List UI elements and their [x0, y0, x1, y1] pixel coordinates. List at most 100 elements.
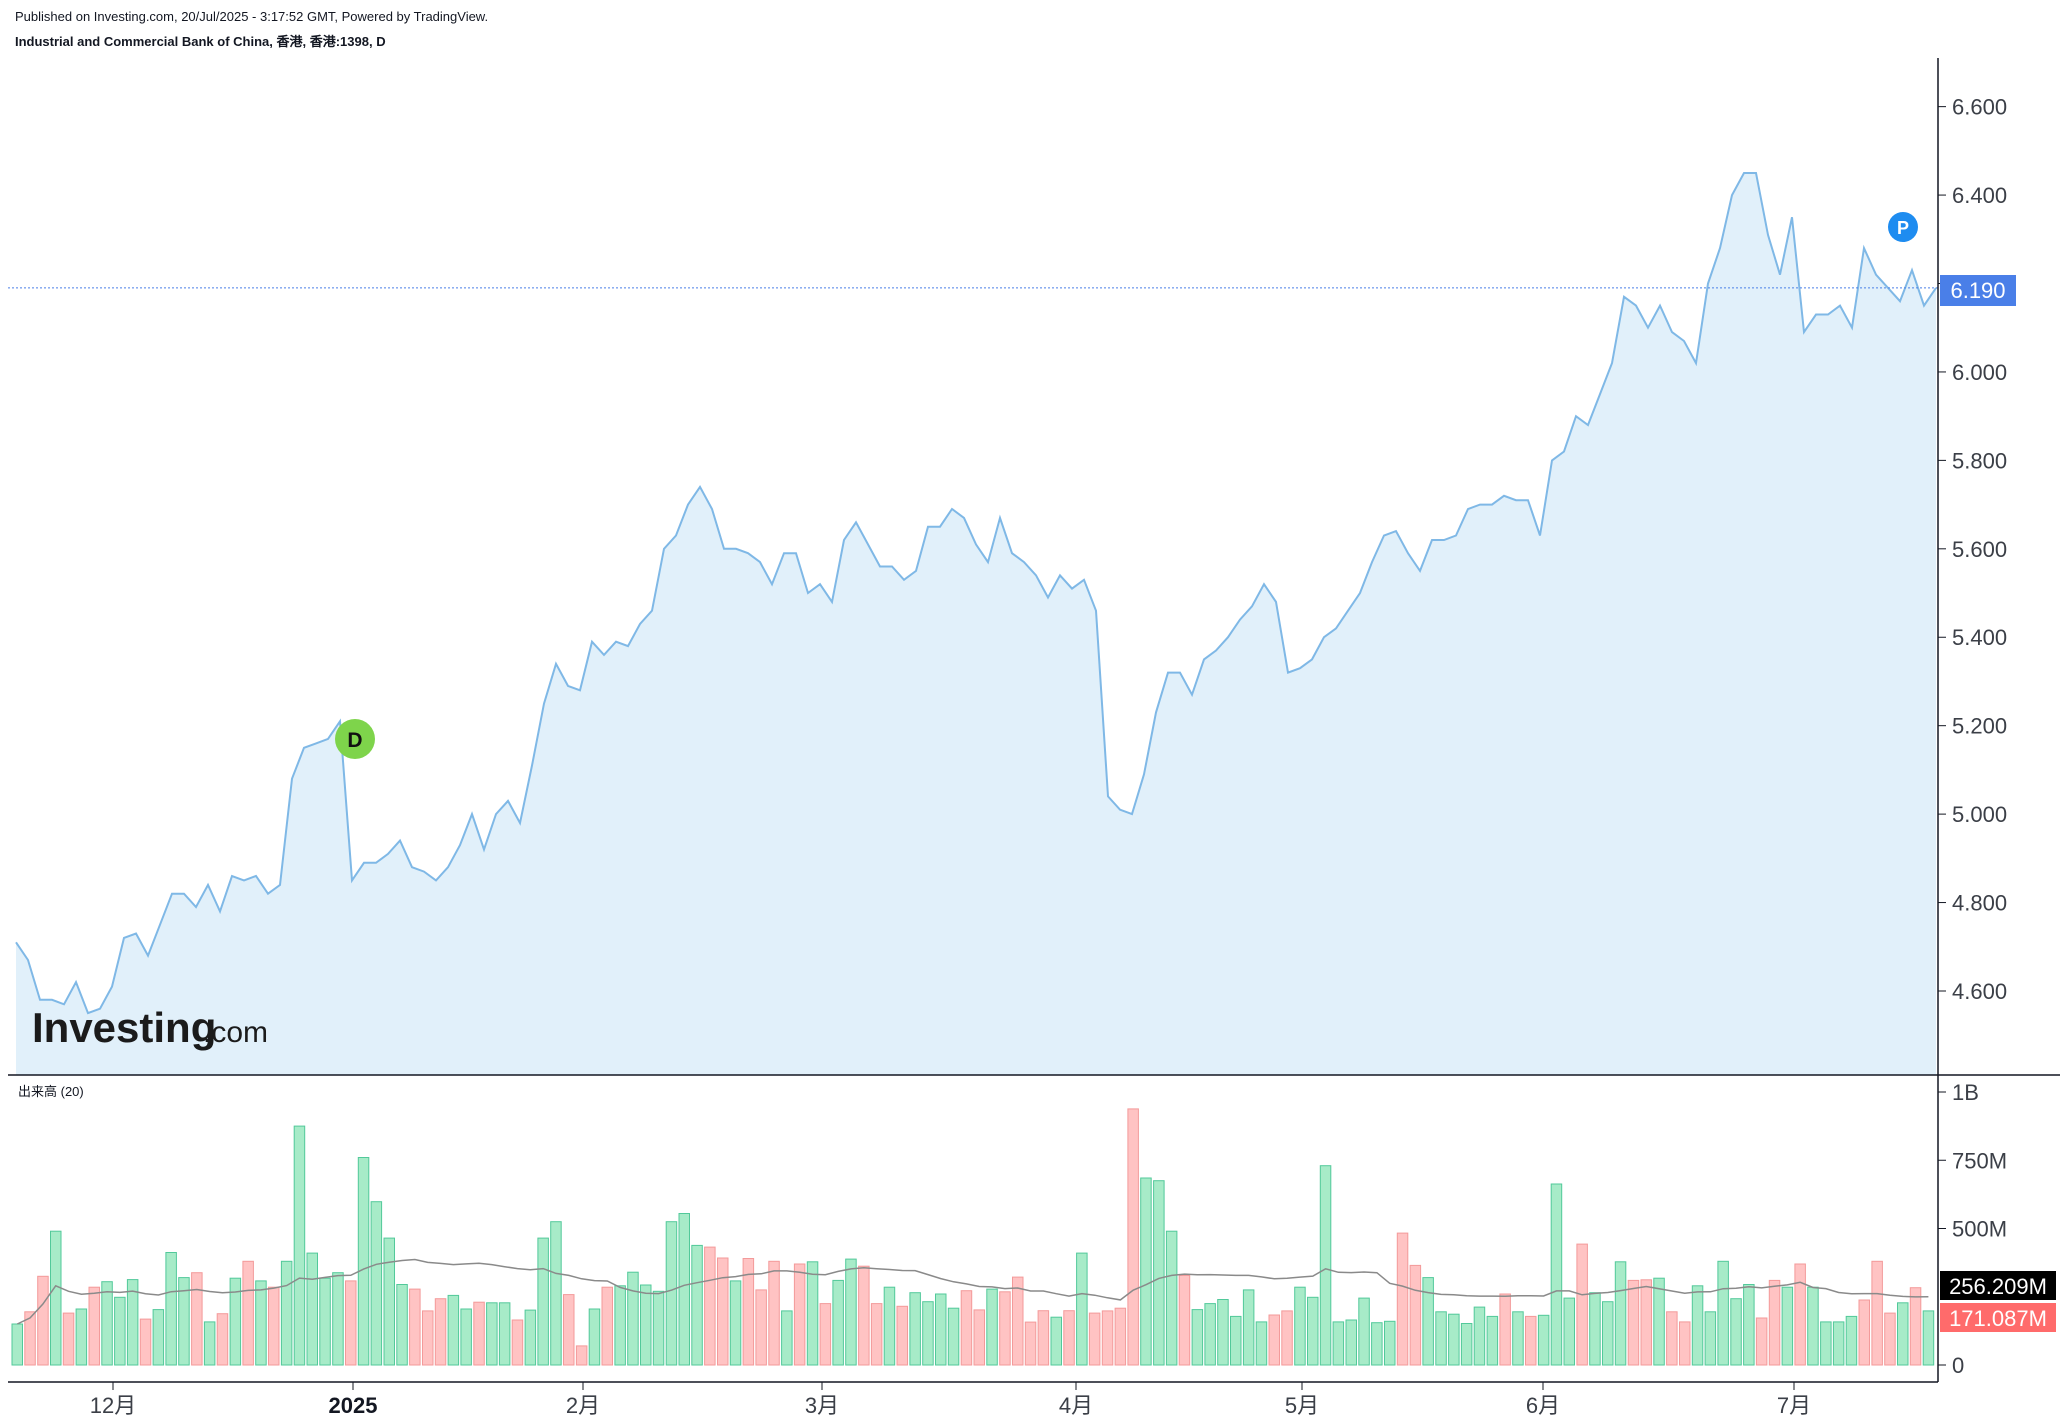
volume-bar	[1230, 1315, 1242, 1366]
volume-bar	[614, 1285, 626, 1366]
symbol-title: Industrial and Commercial Bank of China,…	[15, 34, 386, 49]
volume-bar	[1024, 1321, 1037, 1366]
dividend-marker[interactable]	[335, 719, 375, 759]
volume-bar	[1589, 1292, 1601, 1366]
volume-bar	[1512, 1311, 1524, 1366]
volume-pane	[11, 1108, 1935, 1366]
volume-bar	[1217, 1299, 1229, 1366]
volume-bar	[1114, 1307, 1127, 1366]
time-axis-label: 2025	[329, 1393, 378, 1418]
volume-bar	[870, 1303, 883, 1366]
volume-bar	[1409, 1264, 1422, 1366]
volume-bar	[665, 1221, 678, 1366]
volume-bar	[1294, 1286, 1306, 1366]
time-axis-label: 4月	[1059, 1393, 1093, 1418]
logo-suffix: .com	[203, 1016, 268, 1049]
time-axis-label: 12月	[90, 1393, 136, 1418]
price-axis[interactable]: 6.6006.4006.2006.0005.8005.6005.4005.200…	[1938, 95, 2007, 1004]
volume-bar	[1371, 1322, 1383, 1366]
volume-bar	[896, 1305, 908, 1366]
volume-last-label: 171.087M	[1949, 1306, 2047, 1331]
volume-bar	[537, 1237, 549, 1366]
volume-bar	[1525, 1315, 1537, 1366]
volume-bar	[1345, 1319, 1357, 1366]
time-axis[interactable]: 12月 2025 2月 3月 4月 5月 6月 7月	[90, 1382, 1811, 1418]
volume-bar	[1730, 1298, 1742, 1366]
volume-bar	[563, 1294, 575, 1366]
published-info: Published on Investing.com, 20/Jul/2025 …	[15, 9, 489, 24]
volume-bar	[947, 1307, 960, 1366]
volume-bar	[768, 1260, 780, 1366]
time-axis-label: 7月	[1777, 1393, 1811, 1418]
volume-bar	[178, 1277, 190, 1366]
time-axis-label: 6月	[1526, 1393, 1560, 1418]
volume-bar	[1922, 1310, 1935, 1366]
volume-bar	[229, 1277, 242, 1366]
volume-bar	[1191, 1309, 1204, 1366]
volume-bar	[1165, 1230, 1178, 1366]
volume-bar	[165, 1252, 177, 1366]
volume-bar	[1679, 1321, 1691, 1366]
volume-bar	[1063, 1310, 1075, 1366]
volume-bar	[1127, 1108, 1139, 1366]
volume-bar	[832, 1279, 844, 1366]
volume-bar	[1755, 1317, 1768, 1366]
volume-bar	[691, 1244, 703, 1366]
time-axis-label: 3月	[805, 1393, 839, 1418]
volume-bar	[1550, 1183, 1563, 1366]
volume-bar	[575, 1345, 588, 1366]
volume-bar	[1088, 1312, 1101, 1366]
volume-bar	[1307, 1296, 1319, 1366]
volume-bar	[1140, 1177, 1152, 1366]
volume-bar	[1537, 1314, 1550, 1366]
volume-bar	[447, 1294, 460, 1366]
volume-bar	[935, 1293, 947, 1366]
volume-bar	[1858, 1299, 1870, 1366]
volume-bar	[1768, 1279, 1781, 1366]
volume-bar	[473, 1301, 485, 1366]
dividend-marker-label: D	[347, 729, 362, 752]
price-area-fill	[16, 173, 1936, 1075]
volume-bar	[255, 1280, 267, 1366]
volume-bar	[511, 1319, 524, 1366]
volume-bar	[1101, 1310, 1114, 1366]
pane-frame	[8, 58, 2060, 1383]
volume-axis-label: 1B	[1952, 1080, 1979, 1105]
volume-bar	[858, 1265, 870, 1366]
volume-bar	[1178, 1275, 1191, 1366]
volume-bar	[1281, 1310, 1293, 1366]
volume-bar	[704, 1246, 716, 1366]
volume-bar	[139, 1318, 152, 1366]
volume-bar	[370, 1201, 383, 1366]
volume-bar	[627, 1271, 639, 1366]
price-axis-label: 5.600	[1952, 537, 2007, 562]
volume-bar	[50, 1230, 62, 1366]
volume-bar	[909, 1292, 921, 1366]
volume-bar	[678, 1213, 690, 1366]
volume-bar	[409, 1288, 421, 1366]
volume-bar	[550, 1221, 562, 1366]
volume-bar	[1204, 1303, 1216, 1366]
volume-bar	[793, 1263, 806, 1366]
volume-bar	[152, 1309, 165, 1366]
price-axis-label: 5.800	[1952, 448, 2007, 473]
volume-bar	[717, 1257, 729, 1366]
last-price-badge	[1940, 275, 2016, 306]
volume-bar	[293, 1125, 306, 1366]
volume-bar	[1653, 1277, 1665, 1366]
volume-bar	[319, 1277, 331, 1366]
volume-bar	[1717, 1260, 1729, 1366]
price-axis-label: 6.400	[1952, 183, 2007, 208]
volume-bar	[75, 1308, 88, 1366]
price-axis-label: 6.000	[1952, 360, 2007, 385]
volume-bar	[1627, 1279, 1640, 1366]
p-marker[interactable]	[1888, 212, 1918, 242]
volume-bar	[1050, 1316, 1062, 1366]
volume-bar	[1268, 1314, 1280, 1366]
volume-bar	[1473, 1306, 1486, 1366]
volume-bar	[88, 1286, 100, 1366]
volume-axis[interactable]: 1B 750M 500M 0	[1938, 1080, 2007, 1378]
volume-bar	[1242, 1289, 1255, 1366]
volume-bar	[1871, 1260, 1883, 1366]
